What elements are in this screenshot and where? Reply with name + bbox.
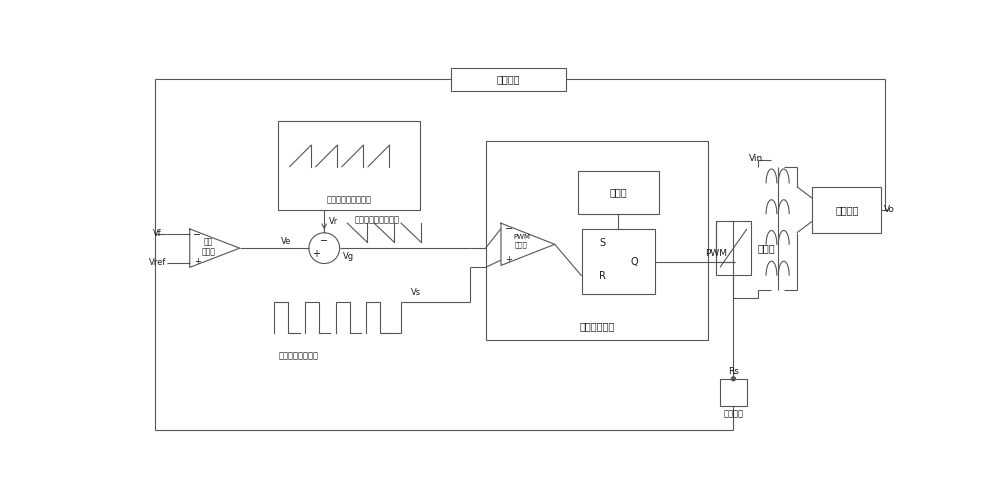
Text: 开关管: 开关管 [757, 243, 775, 253]
Text: Ve: Ve [281, 237, 291, 246]
Text: 隔离反馈: 隔离反馈 [497, 74, 520, 84]
Bar [716, 221, 751, 275]
Text: R: R [599, 271, 606, 281]
Bar [486, 141, 708, 340]
Bar [278, 121, 420, 210]
Bar [812, 187, 881, 233]
Circle shape [732, 377, 735, 381]
Text: Vg: Vg [343, 252, 354, 261]
Text: 负斜率閔齿振荡波形: 负斜率閔齿振荡波形 [355, 215, 400, 224]
Bar [578, 171, 659, 214]
Text: 整流滤波: 整流滤波 [835, 205, 859, 215]
Text: 振荡器: 振荡器 [609, 188, 627, 198]
Text: Vf: Vf [153, 229, 162, 238]
Text: 全桥控制芯片: 全桥控制芯片 [579, 321, 615, 331]
Text: Rs: Rs [728, 367, 739, 376]
Text: Vr: Vr [329, 217, 338, 226]
Text: +: + [505, 255, 512, 264]
Text: +: + [312, 249, 320, 258]
Text: PWM
比较器: PWM 比较器 [513, 235, 530, 248]
Text: Vo: Vo [884, 205, 894, 214]
Text: 误差
放大器: 误差 放大器 [202, 237, 216, 256]
Text: 閔齿振荡波形信号源: 閔齿振荡波形信号源 [327, 195, 372, 204]
Text: −: − [320, 236, 328, 246]
Text: Vin: Vin [749, 154, 763, 163]
Text: 原边电流采样反馈: 原边电流采样反馈 [278, 351, 318, 360]
Text: Vref: Vref [149, 258, 166, 267]
Text: 采样电阮: 采样电阮 [723, 409, 743, 418]
Text: −: − [505, 225, 513, 235]
Text: +: + [194, 256, 201, 265]
Text: Vs: Vs [411, 288, 422, 297]
Bar [582, 229, 655, 294]
Text: S: S [599, 239, 605, 249]
Bar [720, 379, 747, 406]
Bar [451, 67, 566, 91]
Text: Q: Q [630, 256, 638, 266]
Text: PWM: PWM [705, 249, 727, 257]
Text: −: − [193, 230, 201, 240]
